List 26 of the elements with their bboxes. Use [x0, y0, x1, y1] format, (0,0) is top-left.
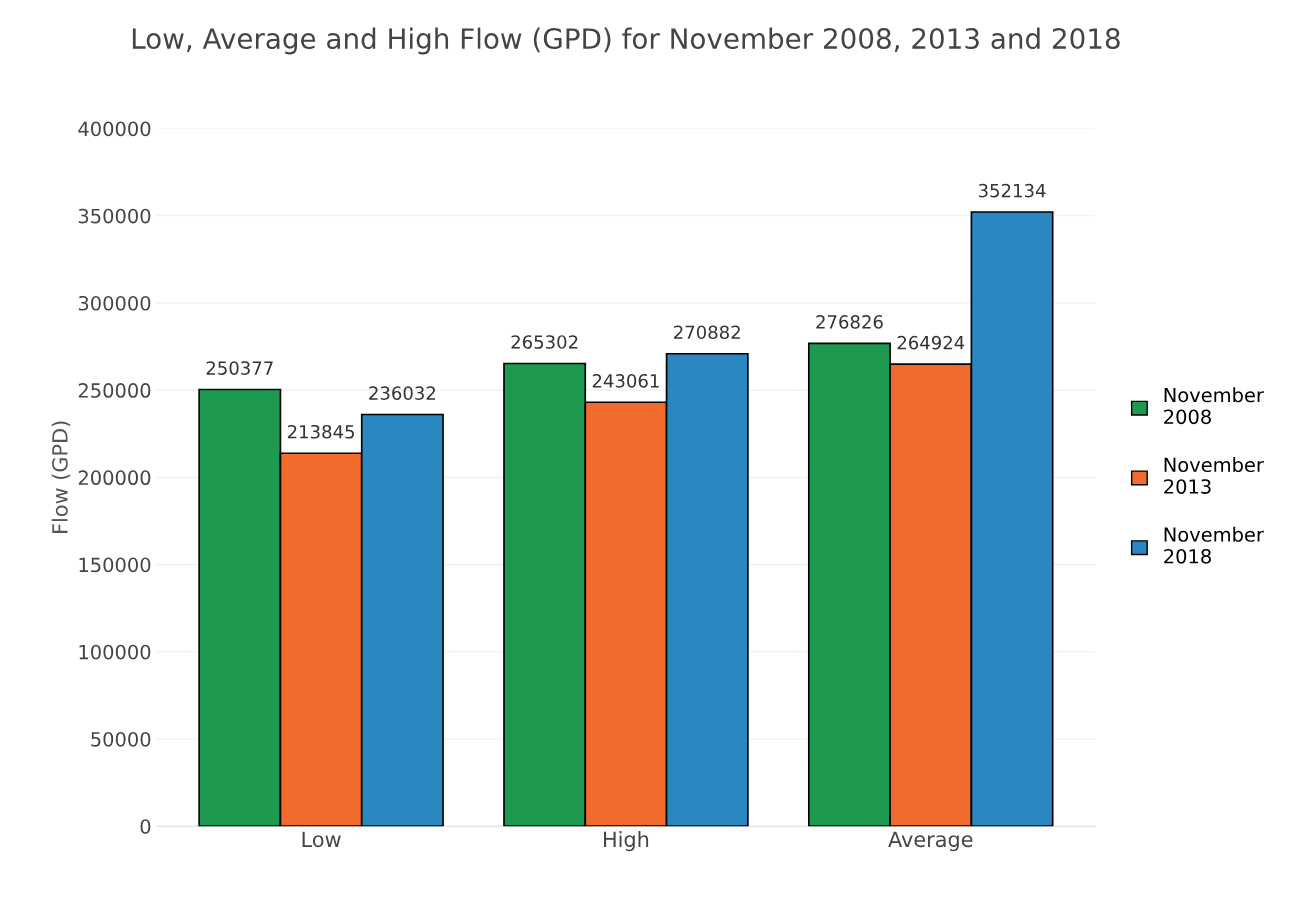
y-tick-label: 300000 [78, 295, 151, 311]
y-tick-label: 200000 [78, 470, 151, 486]
legend-label: November 2008 [1164, 387, 1264, 425]
data-label: 276826 [816, 315, 883, 329]
y-tick-label: 100000 [79, 644, 151, 660]
chart-title: Low, Average and High Flow (GPD) for November 2008, 2013 and 2018 [132, 27, 1120, 55]
data-label: 213845 [287, 424, 354, 439]
y-tick-label: 400000 [78, 121, 151, 137]
y-tick-label: 350000 [78, 208, 151, 224]
data-label: 265302 [511, 335, 578, 349]
data-label: 236032 [369, 386, 436, 400]
y-tick-label: 0 [140, 819, 151, 834]
y-tick-label: 50000 [91, 731, 151, 747]
y-tick-label: 250000 [78, 383, 151, 398]
y-axis-title: Flow (GPD) [51, 421, 71, 533]
x-tick-label: Low [302, 831, 341, 848]
data-label: 250377 [206, 361, 273, 375]
x-tick-label: Average [888, 831, 973, 852]
data-label: 352134 [978, 183, 1046, 198]
data-label: 264924 [897, 335, 965, 350]
data-label: 243061 [592, 373, 659, 388]
x-tick-label: High [604, 831, 649, 852]
data-label: 270882 [674, 325, 740, 340]
legend-label: November 2013 [1164, 457, 1264, 494]
y-tick-label: 150000 [79, 557, 151, 573]
legend-label: November 2018 [1164, 526, 1264, 564]
